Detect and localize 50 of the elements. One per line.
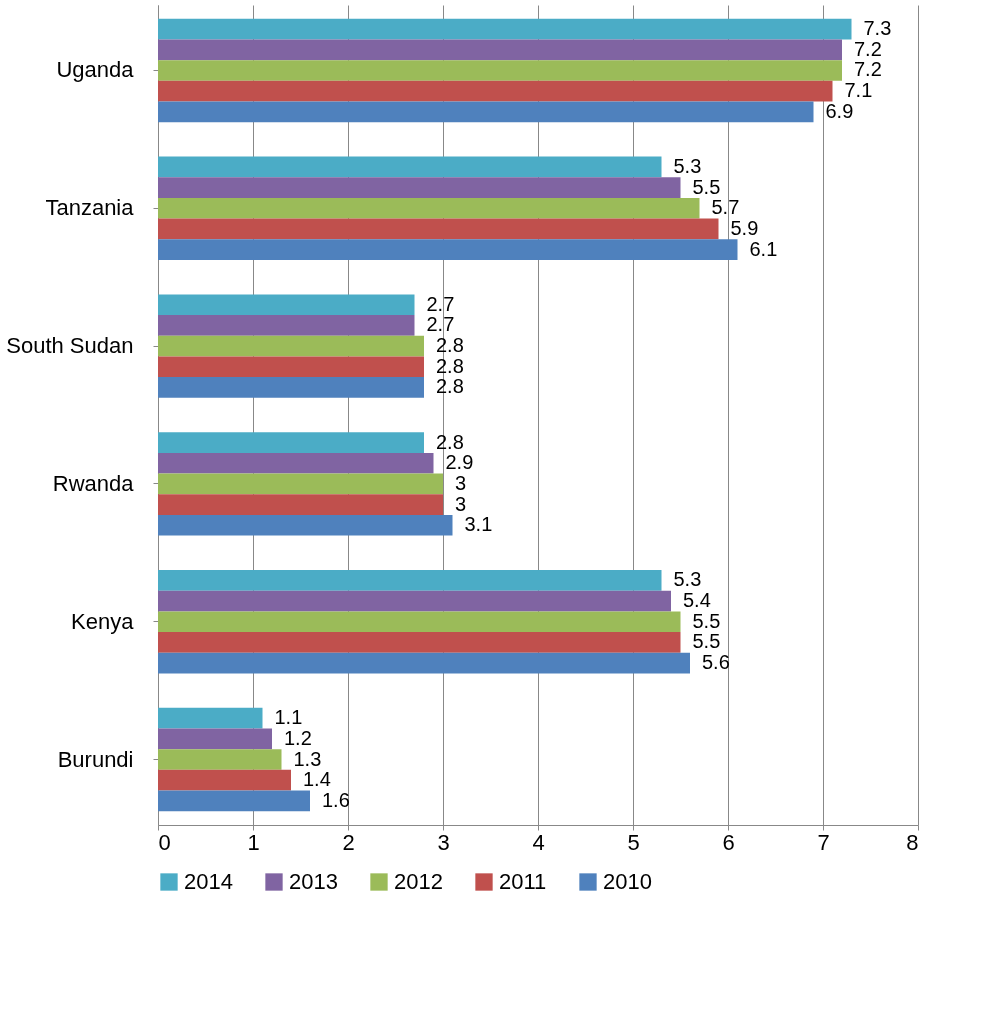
data-label: 2.8 <box>436 375 464 398</box>
data-label: 7.2 <box>854 58 882 81</box>
data-label: 1.4 <box>303 768 331 791</box>
data-label: 5.5 <box>692 630 721 653</box>
x-tick-label: 5 <box>627 829 640 855</box>
data-label: 3 <box>455 492 467 515</box>
data-label: 5.6 <box>702 651 730 674</box>
y-tick-label: South Sudan <box>6 333 134 359</box>
legend-label: 2010 <box>603 869 652 894</box>
x-tick-label: 4 <box>532 829 545 855</box>
data-label: 7.3 <box>863 17 892 40</box>
y-tick-label: Rwanda <box>52 470 135 496</box>
data-label: 7.1 <box>844 79 873 102</box>
data-label: 1.6 <box>322 788 350 811</box>
y-tick-label: Tanzania <box>45 195 135 221</box>
data-label: 1.3 <box>293 747 322 770</box>
legend-label: 2014 <box>184 869 233 894</box>
data-label: 5.9 <box>730 216 759 239</box>
data-label: 5.4 <box>683 589 711 612</box>
legend-label: 2012 <box>394 869 443 894</box>
x-tick-label: 2 <box>342 829 355 855</box>
data-label: 6.9 <box>825 99 854 122</box>
data-label: 5.3 <box>673 568 702 591</box>
data-label: 2.7 <box>426 313 455 336</box>
data-label: 6.1 <box>749 237 778 260</box>
data-label: 2.8 <box>436 430 464 453</box>
x-tick-label: 8 <box>906 829 919 855</box>
data-label: 7.2 <box>854 37 882 60</box>
x-tick-label: 6 <box>722 829 735 855</box>
data-label: 2.8 <box>436 334 464 357</box>
data-label: 5.5 <box>692 175 721 198</box>
data-label: 3.1 <box>464 513 493 536</box>
data-label: 5.3 <box>673 154 702 177</box>
data-label: 2.7 <box>426 292 455 315</box>
y-tick-label: Burundi <box>57 746 134 772</box>
data-label: 5.7 <box>711 196 740 219</box>
legend-label: 2011 <box>499 869 547 894</box>
x-tick-label: 0 <box>158 829 171 855</box>
x-tick-label: 1 <box>247 829 260 855</box>
x-tick-label: 3 <box>437 829 450 855</box>
data-label: 2.8 <box>436 354 464 377</box>
data-label: 3 <box>455 471 467 494</box>
y-tick-label: Uganda <box>56 57 135 83</box>
data-label: 1.2 <box>284 726 312 749</box>
legend-label: 2013 <box>289 869 338 894</box>
y-tick-label: Kenya <box>71 608 135 634</box>
x-tick-label: 7 <box>817 829 830 855</box>
data-label: 2.9 <box>445 451 474 474</box>
data-label: 5.5 <box>692 609 721 632</box>
data-label: 1.1 <box>274 706 303 729</box>
